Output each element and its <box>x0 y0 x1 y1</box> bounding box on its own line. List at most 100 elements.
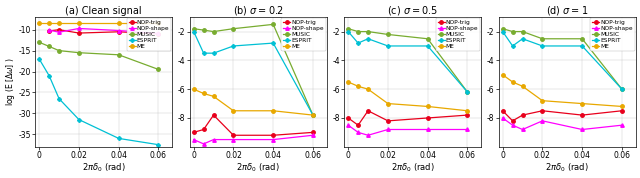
NOP-shape <box>499 117 506 119</box>
Line: NOP-shape: NOP-shape <box>346 123 469 137</box>
ME <box>463 110 471 112</box>
ME <box>355 85 362 87</box>
Line: ME: ME <box>192 87 315 117</box>
Line: NOP-trig: NOP-trig <box>346 109 469 127</box>
NOP-trig <box>364 110 372 112</box>
Line: NOP-shape: NOP-shape <box>47 27 160 35</box>
ESPRIT <box>75 119 83 121</box>
Line: NOP-trig: NOP-trig <box>501 109 623 123</box>
ME <box>190 88 198 90</box>
NOP-shape <box>230 138 237 141</box>
MUSIC <box>115 54 122 56</box>
Line: MUSIC: MUSIC <box>346 27 469 94</box>
Line: ESPRIT: ESPRIT <box>346 30 469 94</box>
ME <box>230 110 237 112</box>
Line: ME: ME <box>501 73 623 108</box>
MUSIC <box>344 28 352 30</box>
ME <box>35 22 43 25</box>
NOP-trig <box>115 31 122 33</box>
NOP-trig <box>539 110 547 112</box>
ESPRIT <box>509 45 516 47</box>
NOP-trig <box>518 114 526 116</box>
NOP-trig <box>269 134 277 136</box>
NOP-trig <box>55 29 63 31</box>
NOP-shape <box>618 124 626 126</box>
MUSIC <box>269 23 277 25</box>
MUSIC <box>618 88 626 90</box>
NOP-shape <box>309 134 317 136</box>
ME <box>539 100 547 102</box>
NOP-trig <box>190 131 198 134</box>
NOP-shape <box>45 29 53 31</box>
X-axis label: $2\pi\delta_0$ (rad): $2\pi\delta_0$ (rad) <box>82 161 125 174</box>
NOP-shape <box>115 30 122 32</box>
ME <box>509 81 516 83</box>
ESPRIT <box>539 45 547 47</box>
ESPRIT <box>230 45 237 47</box>
NOP-trig <box>155 33 163 35</box>
X-axis label: $2\pi\delta_0$ (rad): $2\pi\delta_0$ (rad) <box>545 161 589 174</box>
ESPRIT <box>499 30 506 33</box>
Line: MUSIC: MUSIC <box>38 41 160 71</box>
ME <box>75 22 83 25</box>
Title: (d) $\sigma = 1$: (d) $\sigma = 1$ <box>546 4 588 17</box>
NOP-shape <box>200 143 207 145</box>
ESPRIT <box>309 114 317 116</box>
ME <box>518 85 526 87</box>
NOP-trig <box>309 131 317 134</box>
ESPRIT <box>618 88 626 90</box>
ESPRIT <box>463 91 471 93</box>
MUSIC <box>210 30 218 33</box>
NOP-trig <box>618 110 626 112</box>
X-axis label: $2\pi\delta_0$ (rad): $2\pi\delta_0$ (rad) <box>391 161 435 174</box>
Line: NOP-shape: NOP-shape <box>192 134 315 146</box>
MUSIC <box>518 30 526 33</box>
MUSIC <box>579 38 586 40</box>
NOP-shape <box>210 138 218 141</box>
ME <box>384 103 392 105</box>
ESPRIT <box>424 45 431 47</box>
Legend: NOP-trig, NOP-shape, MUSIC, ESPRIT, ME: NOP-trig, NOP-shape, MUSIC, ESPRIT, ME <box>436 18 480 51</box>
NOP-trig <box>200 129 207 131</box>
ME <box>45 22 53 25</box>
Line: NOP-trig: NOP-trig <box>192 113 315 137</box>
Line: MUSIC: MUSIC <box>501 27 623 91</box>
NOP-shape <box>75 27 83 30</box>
NOP-shape <box>55 31 63 33</box>
ME <box>579 103 586 105</box>
NOP-shape <box>518 129 526 131</box>
MUSIC <box>190 28 198 30</box>
NOP-trig <box>384 120 392 122</box>
ESPRIT <box>155 144 163 146</box>
ESPRIT <box>200 52 207 54</box>
MUSIC <box>384 33 392 36</box>
Line: ME: ME <box>346 80 469 112</box>
Line: NOP-shape: NOP-shape <box>501 116 623 131</box>
MUSIC <box>509 30 516 33</box>
NOP-shape <box>384 129 392 131</box>
MUSIC <box>364 30 372 33</box>
MUSIC <box>499 28 506 30</box>
NOP-shape <box>509 124 516 126</box>
NOP-shape <box>579 129 586 131</box>
Legend: NOP-trig, NOP-shape, MUSIC, ESPRIT, ME: NOP-trig, NOP-shape, MUSIC, ESPRIT, ME <box>590 18 635 51</box>
ME <box>210 95 218 97</box>
ESPRIT <box>115 137 122 140</box>
MUSIC <box>230 28 237 30</box>
ME <box>55 22 63 25</box>
NOP-shape <box>463 129 471 131</box>
MUSIC <box>200 29 207 31</box>
NOP-trig <box>463 114 471 116</box>
ME <box>344 81 352 83</box>
Line: NOP-trig: NOP-trig <box>47 28 160 36</box>
NOP-shape <box>344 124 352 126</box>
NOP-trig <box>45 30 53 32</box>
Line: ME: ME <box>38 22 160 25</box>
NOP-trig <box>509 120 516 122</box>
NOP-trig <box>75 32 83 34</box>
Line: ESPRIT: ESPRIT <box>38 57 160 146</box>
ESPRIT <box>518 38 526 40</box>
MUSIC <box>75 52 83 54</box>
ESPRIT <box>190 30 198 33</box>
NOP-trig <box>499 110 506 112</box>
